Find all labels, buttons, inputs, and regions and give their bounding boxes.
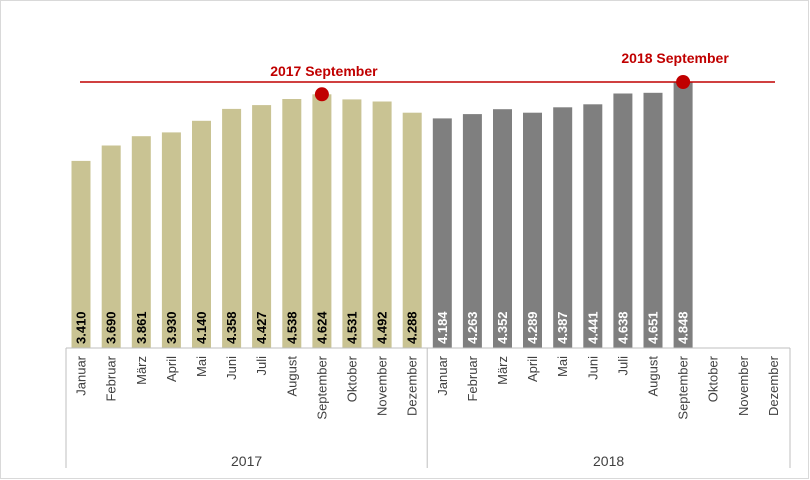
data-label-2018-1: 4.184 [435,311,450,344]
data-label-2018-3: 4.352 [495,311,510,344]
tick-label-2018-6: Juni [585,356,600,380]
tick-label-2018-2: Februar [465,355,480,401]
tick-label-2017-11: November [375,355,390,416]
data-label-2017-5: 4.140 [194,311,209,344]
bar-2018-8 [643,92,663,348]
tick-label-2018-3: März [495,356,510,385]
annotation-marker-1 [314,87,329,102]
data-label-2017-4: 3.930 [164,311,179,344]
tick-label-2017-6: Juni [224,356,239,380]
tick-label-2017-2: Februar [104,355,119,401]
annotation-label-2: 2018 September [621,50,729,66]
tick-label-2018-12: Dezember [766,355,781,416]
bar-2017-12 [402,112,422,348]
annotations-layer: 2017 September 2018 September [80,50,775,102]
annotation-marker-2 [676,75,691,89]
data-label-2017-2: 3.690 [104,311,119,344]
bar-2018-9 [673,82,693,348]
tick-label-2017-8: August [284,356,299,397]
tick-label-2017-10: Oktober [344,355,359,402]
data-label-2018-5: 4.387 [555,311,570,344]
tick-label-2018-11: November [736,355,751,416]
tick-label-2018-9: September [676,355,691,419]
bar-2017-7 [252,105,272,348]
annotation-label-1: 2017 September [270,63,378,79]
data-label-2017-7: 4.427 [254,311,269,344]
tick-label-2018-4: April [525,356,540,382]
data-label-2017-6: 4.358 [224,311,239,344]
bars-layer: 3.410 3.690 3.861 3.930 4.140 4.358 4.427 4.538… [71,82,693,349]
bar-2017-11 [372,101,392,348]
tick-label-2017-9: September [314,355,329,419]
bar-2018-6 [583,104,603,348]
bar-2017-1 [71,160,91,348]
tick-label-2018-7: Juli [615,356,630,376]
bar-2017-10 [342,99,362,349]
bar-2017-9 [312,94,332,348]
data-label-2018-6: 4.441 [585,311,600,344]
category-axis: Januar Februar März April Mai Juni Juli August S… [65,347,791,469]
data-label-2018-2: 4.263 [465,311,480,344]
tick-label-2017-3: März [134,356,149,385]
group-label-2018: 2018 [593,453,624,469]
data-label-2018-9: 4.848 [676,311,691,344]
data-label-2017-1: 3.410 [74,311,89,344]
bar-2017-8 [282,99,302,348]
group-label-2017: 2017 [231,453,262,469]
tick-label-2018-10: Oktober [706,355,721,402]
bar-2018-5 [553,107,573,348]
tick-label-2018-5: Mai [555,356,570,377]
data-label-2017-3: 3.861 [134,311,149,344]
bar-2018-4 [523,112,542,348]
bar-2017-3 [131,136,151,348]
tick-label-2018-8: August [646,356,661,397]
tick-label-2017-7: Juli [254,356,269,376]
tick-label-2017-12: Dezember [405,355,420,416]
bar-2018-7 [613,93,633,348]
bar-2018-3 [493,109,512,348]
bar-2017-5 [192,120,211,348]
tick-label-2017-5: Mai [194,356,209,377]
tick-label-2017-1: Januar [74,355,89,395]
data-label-2018-7: 4.638 [615,311,630,344]
data-label-2017-12: 4.288 [405,311,420,344]
data-label-2018-4: 4.289 [525,311,540,344]
data-label-2017-11: 4.492 [375,311,390,344]
bar-2018-1 [432,118,452,349]
tick-label-2017-4: April [164,356,179,382]
data-label-2017-10: 4.531 [344,311,359,344]
bar-2017-2 [101,145,121,348]
bar-2018-2 [462,114,482,348]
data-label-2017-8: 4.538 [284,311,299,344]
data-label-2017-9: 4.624 [314,311,329,344]
bar-2017-4 [161,132,181,348]
tick-label-2018-1: Januar [435,355,450,395]
data-label-2018-8: 4.651 [646,311,661,344]
bar-2017-6 [222,108,242,349]
